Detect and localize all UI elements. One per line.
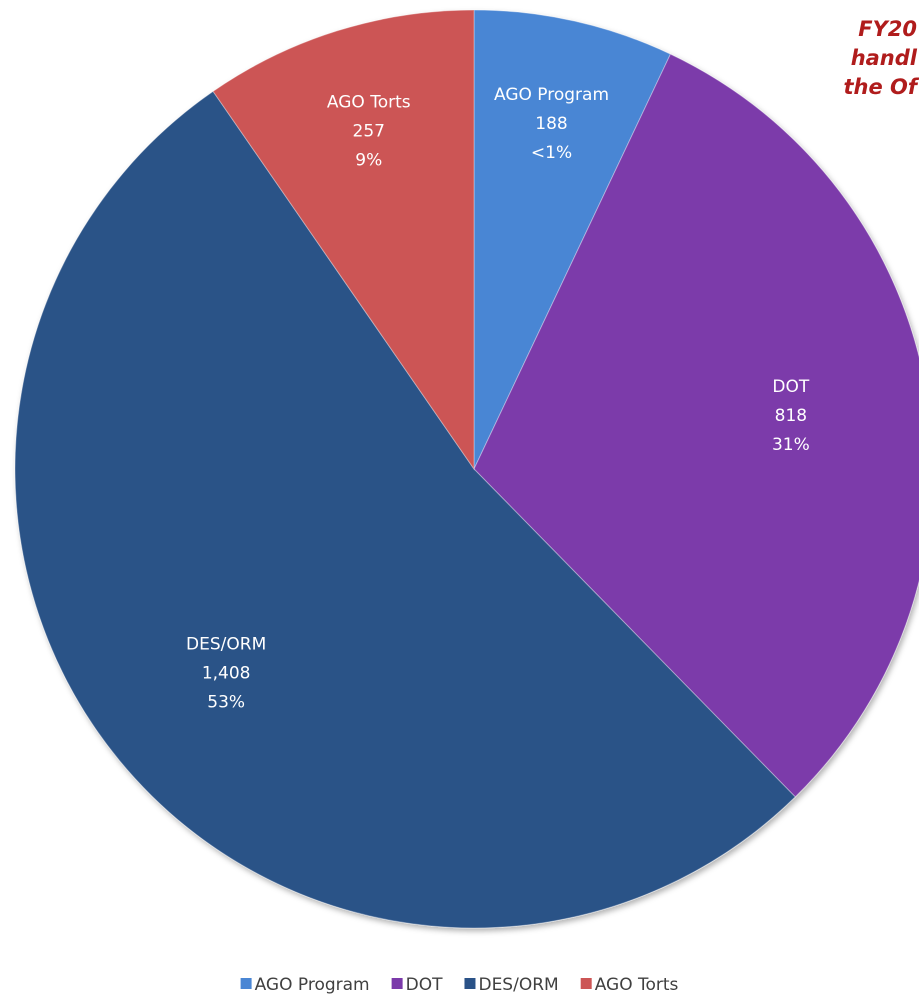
pie-slice — [473, 9, 672, 470]
pie-slice — [473, 53, 919, 798]
data-label: AGO Torts — [327, 93, 411, 113]
pie-slice — [14, 90, 796, 929]
legend-label: AGO Program — [255, 975, 370, 995]
title: FY20 handl the Of — [843, 17, 919, 99]
pie — [14, 9, 919, 929]
title-line: the Of — [843, 75, 919, 99]
legend-label: AGO Torts — [595, 975, 679, 995]
legend-item: AGO Torts — [580, 975, 679, 995]
pie-slice — [212, 9, 475, 471]
data-label: 1,408 — [202, 663, 251, 683]
legend-item: DOT — [391, 975, 443, 995]
legend: AGO Program DOT DES/ORM AGO Torts — [240, 975, 679, 995]
legend-item: AGO Program — [240, 975, 370, 995]
data-label: AGO Program — [494, 85, 609, 105]
data-labels: AGO Program 188 <1% DOT 818 31% DES/ORM 1,408 53… — [186, 85, 810, 712]
data-label: 9% — [355, 151, 382, 171]
legend-swatch — [580, 978, 592, 989]
legend-item: DES/ORM — [464, 975, 559, 995]
data-label: 53% — [207, 692, 245, 712]
legend-swatch — [464, 978, 476, 989]
legend-swatch — [240, 978, 252, 989]
data-label: 188 — [535, 114, 567, 134]
data-label: 818 — [775, 406, 807, 426]
data-label: DOT — [772, 377, 809, 397]
data-label: 257 — [353, 122, 385, 142]
data-label: 31% — [772, 435, 810, 455]
legend-label: DOT — [406, 975, 443, 995]
legend-swatch — [391, 978, 403, 989]
data-label: DES/ORM — [186, 634, 266, 654]
legend-label: DES/ORM — [478, 975, 558, 995]
title-line: handl — [851, 46, 918, 70]
data-label: <1% — [531, 143, 572, 163]
title-line: FY20 — [858, 17, 917, 41]
